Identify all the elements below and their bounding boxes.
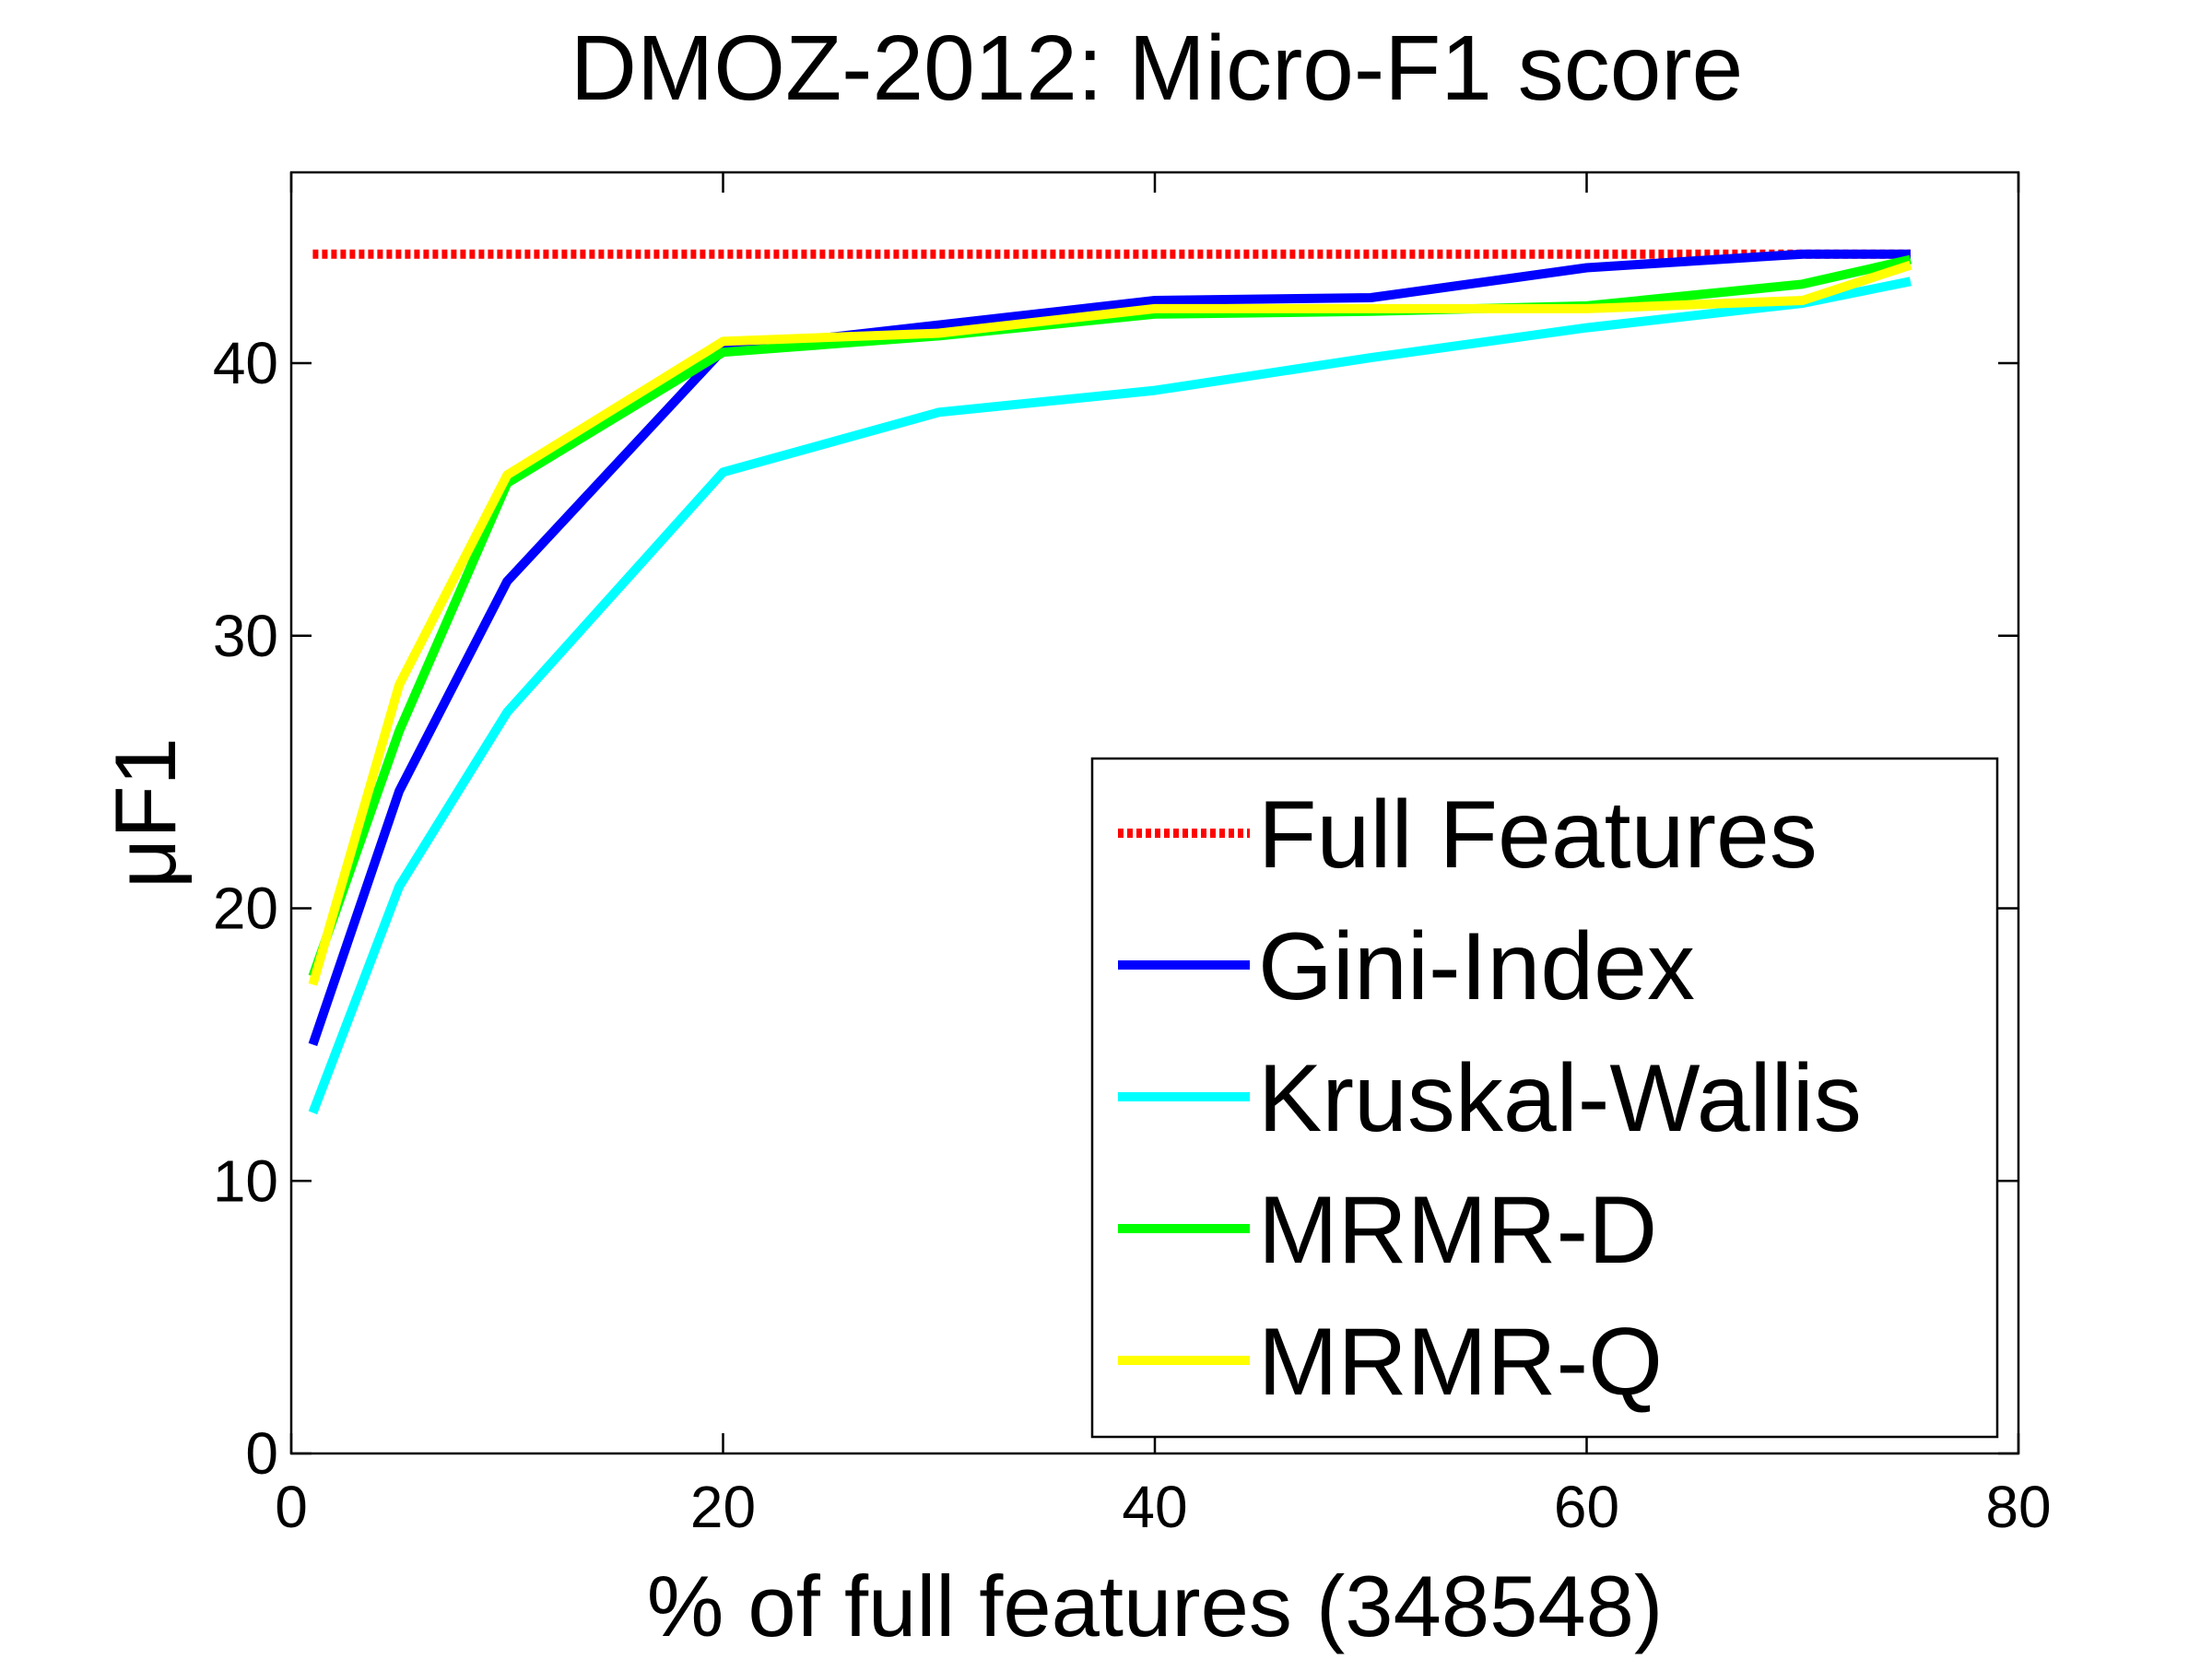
x-tick-label: 40 — [1122, 1474, 1187, 1540]
y-axis-label: μF1 — [97, 737, 194, 888]
y-tick-label: 0 — [245, 1420, 278, 1487]
legend-label: MRMR-D — [1258, 1177, 1657, 1284]
axis-ticks: 0 20 40 60 80 0 10 20 30 40 — [213, 172, 2052, 1540]
chart-title: DMOZ-2012: Micro-F1 score — [571, 17, 1743, 120]
series-line-mrmr-q — [308, 260, 1912, 986]
legend-label: Kruskal-Wallis — [1258, 1045, 1862, 1152]
series-line-kruskal-wallis — [308, 276, 1912, 1115]
legend-label: Full Features — [1258, 782, 1818, 888]
y-tick-label: 40 — [213, 330, 278, 396]
x-tick-label: 80 — [1985, 1474, 2051, 1540]
series-lines — [308, 249, 1912, 1115]
x-axis-label: % of full features (348548) — [647, 1558, 1664, 1654]
x-tick-label: 20 — [690, 1474, 756, 1540]
y-tick-label: 20 — [213, 876, 278, 942]
series-line-gini-index — [308, 249, 1911, 1047]
legend-label: MRMR-Q — [1258, 1309, 1663, 1416]
y-tick-label: 30 — [213, 603, 278, 669]
legend-label: Gini-Index — [1258, 913, 1695, 1020]
x-tick-label: 0 — [275, 1474, 308, 1540]
y-tick-label: 10 — [213, 1147, 278, 1214]
legend: Full Features Gini-Index Kruskal-Wallis MRM… — [1090, 757, 1999, 1439]
x-tick-label: 60 — [1554, 1474, 1619, 1540]
